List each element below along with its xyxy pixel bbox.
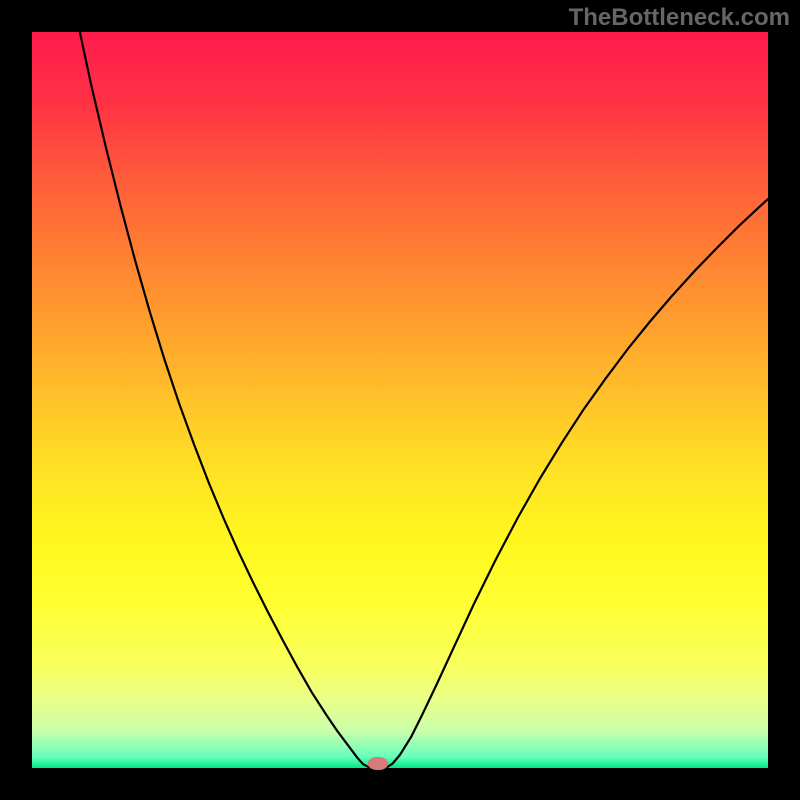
watermark-text: TheBottleneck.com — [569, 4, 790, 32]
bottleneck-curve — [32, 32, 768, 768]
optimal-point-marker — [368, 757, 388, 770]
bottleneck-chart — [32, 32, 768, 768]
